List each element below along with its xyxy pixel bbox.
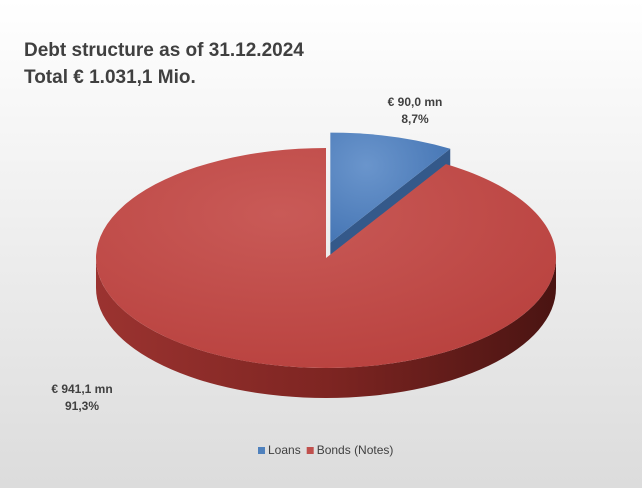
legend-label: Loans xyxy=(268,443,301,457)
legend-swatch xyxy=(258,447,265,454)
data-label-percent: 8,7% xyxy=(401,112,429,126)
pie-slice xyxy=(95,148,557,368)
chart-subtitle: Total € 1.031,1 Mio. xyxy=(24,67,196,88)
chart-title: Debt structure as of 31.12.2024 xyxy=(24,40,304,61)
pie-slice xyxy=(330,132,451,243)
legend-label: Bonds (Notes) xyxy=(317,443,394,457)
legend: Loans Bonds (Notes) xyxy=(258,443,393,457)
data-label: € 90,0 mn xyxy=(388,95,443,109)
data-label: € 941,1 mn xyxy=(51,382,112,396)
legend-swatch xyxy=(306,447,314,454)
data-label-percent: 91,3% xyxy=(65,399,99,413)
pie xyxy=(95,132,557,398)
slice-side xyxy=(96,258,556,398)
